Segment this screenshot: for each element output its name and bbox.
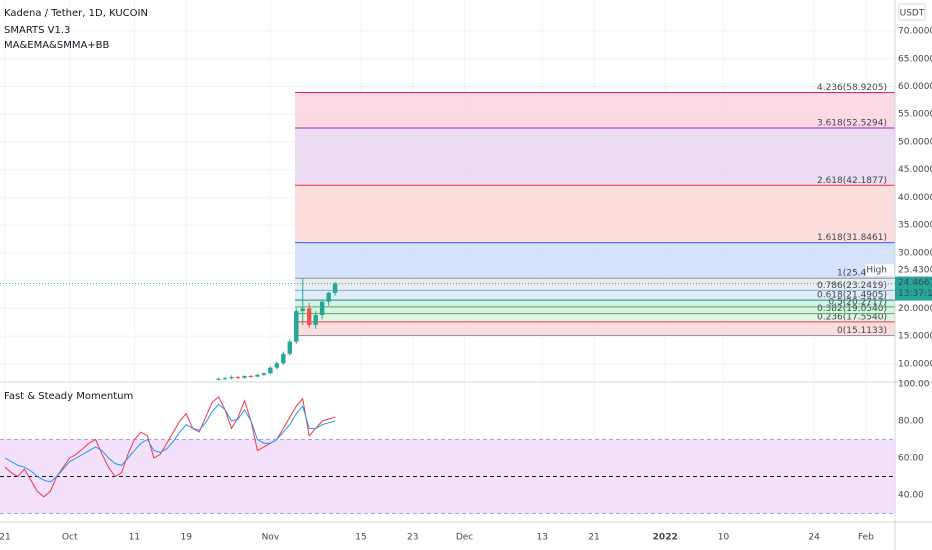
candle-body bbox=[319, 301, 325, 316]
fib-band bbox=[295, 313, 895, 322]
candle-body bbox=[229, 377, 234, 379]
high-name: High bbox=[866, 266, 887, 276]
last-price-box bbox=[895, 276, 932, 301]
candle-body bbox=[261, 373, 267, 375]
y-tick-label: 100.00 bbox=[898, 379, 930, 389]
high-box bbox=[866, 264, 894, 277]
candle-body bbox=[332, 283, 338, 293]
y-tick-label: 80.00 bbox=[898, 416, 924, 426]
x-tick-label: 23 bbox=[407, 533, 418, 543]
fib-band bbox=[295, 92, 895, 128]
y-tick-label: 55.0000 bbox=[898, 110, 932, 120]
oscillator-line bbox=[4, 403, 336, 483]
x-tick-label: Nov bbox=[262, 533, 280, 543]
fib-label: 0(15.1133) bbox=[837, 326, 887, 336]
y-tick-label: 40.00 bbox=[898, 491, 924, 501]
x-tick-label: 21 bbox=[588, 533, 599, 543]
fib-band bbox=[295, 127, 895, 186]
fib-label: 2.618(42.1877) bbox=[817, 176, 887, 186]
y-tick-label: 70.0000 bbox=[898, 27, 932, 37]
x-tick-label: 21 bbox=[0, 533, 11, 543]
high-value: 25.4300 bbox=[898, 266, 932, 276]
x-tick-label: 24 bbox=[808, 533, 820, 543]
currency-box bbox=[898, 3, 926, 21]
candle-body bbox=[242, 376, 247, 378]
candle-body bbox=[281, 353, 286, 364]
chart-title: Kadena / Tether, 1D, KUCOIN bbox=[4, 8, 148, 19]
y-tick-label: 35.0000 bbox=[898, 221, 932, 231]
indicator-name: SMARTS V1.3 bbox=[4, 25, 70, 36]
fib-label: 3.618(52.5294) bbox=[817, 118, 887, 128]
x-tick-label: Oct bbox=[62, 533, 78, 543]
x-tick-label: 10 bbox=[718, 533, 730, 543]
y-tick-label: 20.0000 bbox=[898, 304, 932, 314]
countdown: 13:37:16 bbox=[898, 289, 932, 299]
x-tick-label: 15 bbox=[355, 533, 366, 543]
currency: USDT bbox=[900, 9, 925, 19]
fib-band bbox=[295, 321, 895, 336]
candle-body bbox=[294, 311, 299, 342]
candle-body bbox=[287, 341, 292, 354]
fib-label: 1.618(31.8461) bbox=[817, 233, 887, 243]
fib-label: 0.236(17.5540) bbox=[817, 312, 887, 322]
last-price: 24.4661 bbox=[898, 278, 932, 288]
candle-body bbox=[300, 308, 305, 312]
y-tick-label: 30.0000 bbox=[898, 248, 932, 258]
fib-label: 1(25.4300) bbox=[837, 269, 887, 279]
y-tick-label: 45.0000 bbox=[898, 165, 932, 175]
fib-band bbox=[295, 185, 895, 243]
candle-body bbox=[235, 377, 241, 379]
candle-body bbox=[307, 308, 312, 325]
candle-body bbox=[255, 374, 260, 377]
fib-label: 0.5(20.2717) bbox=[828, 297, 887, 307]
y-tick-label: 65.0000 bbox=[898, 54, 932, 64]
y-tick-label: 60.00 bbox=[898, 453, 924, 463]
x-tick-label: 13 bbox=[537, 533, 548, 543]
candle-body bbox=[326, 292, 331, 302]
fib-band bbox=[295, 278, 895, 291]
x-tick-label: 2022 bbox=[653, 533, 678, 543]
indicator-name: MA&EMA&SMMA+BB bbox=[4, 40, 110, 51]
fib-band bbox=[295, 300, 895, 307]
x-tick-label: Dec bbox=[456, 533, 473, 543]
oscillator-title: Fast & Steady Momentum bbox=[4, 391, 133, 402]
fib-band bbox=[295, 290, 895, 301]
candle-body bbox=[216, 378, 221, 380]
candle-body bbox=[248, 376, 254, 378]
y-tick-label: 60.0000 bbox=[898, 82, 932, 92]
y-tick-label: 40.0000 bbox=[898, 193, 932, 203]
fib-label: 4.236(58.9205) bbox=[817, 83, 887, 93]
fib-band bbox=[295, 306, 895, 314]
oscillator-line bbox=[4, 396, 336, 498]
fib-label: 0.618(21.4905) bbox=[817, 291, 887, 301]
x-tick-label: 11 bbox=[129, 533, 140, 543]
y-tick-label: 10.0000 bbox=[898, 359, 932, 369]
x-tick-label: 19 bbox=[180, 533, 192, 543]
plot: 0(15.1133)0.236(17.5540)0.382(19.0540)0.… bbox=[0, 0, 895, 522]
y-tick-label: 50.0000 bbox=[898, 137, 932, 147]
fib-label: 0.786(23.2419) bbox=[817, 281, 887, 291]
fib-band bbox=[295, 242, 895, 279]
fib-label: 0.382(19.0540) bbox=[817, 304, 887, 314]
x-tick-label: Feb bbox=[858, 533, 874, 543]
candle-body bbox=[274, 363, 280, 368]
candle-body bbox=[313, 315, 318, 325]
candle-body bbox=[222, 378, 228, 380]
candle-body bbox=[268, 367, 273, 374]
y-tick-label: 15.0000 bbox=[898, 332, 932, 342]
